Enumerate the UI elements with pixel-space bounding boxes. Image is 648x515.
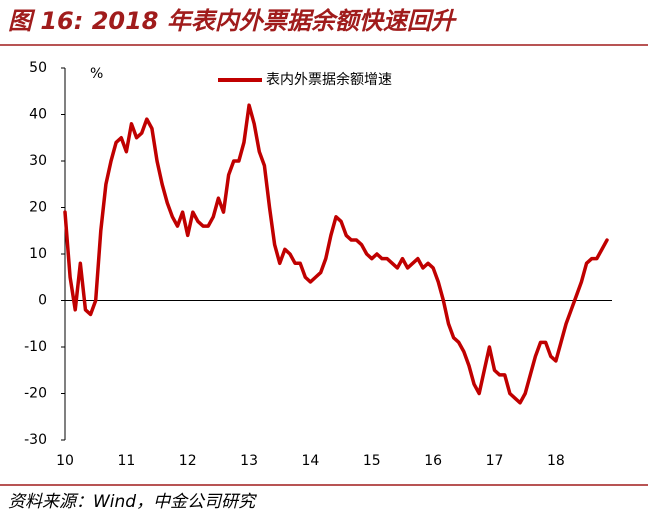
x-tick-label: 14 bbox=[302, 453, 320, 469]
y-tick-label: 40 bbox=[29, 107, 47, 123]
y-tick-label: 50 bbox=[29, 60, 47, 76]
x-tick-label: 10 bbox=[56, 453, 74, 469]
y-unit: % bbox=[90, 66, 103, 82]
x-tick-label: 13 bbox=[240, 453, 258, 469]
source: 资料来源：Wind，中金公司研究 bbox=[8, 492, 257, 512]
x-tick-label: 15 bbox=[363, 453, 381, 469]
x-tick-label: 17 bbox=[486, 453, 504, 469]
x-tick-label: 11 bbox=[117, 453, 135, 469]
x-tick-label: 18 bbox=[547, 453, 565, 469]
y-tick-label: 10 bbox=[29, 246, 47, 262]
y-tick-label: 0 bbox=[38, 293, 47, 309]
y-tick-label: -30 bbox=[24, 432, 47, 448]
y-tick-label: -20 bbox=[24, 386, 47, 402]
x-tick-label: 16 bbox=[424, 453, 442, 469]
y-tick-label: -10 bbox=[24, 339, 47, 355]
chart-title: 图 16: 2018 年表内外票据余额快速回升 bbox=[8, 7, 458, 35]
y-tick-label: 20 bbox=[29, 200, 47, 216]
x-tick-label: 12 bbox=[179, 453, 197, 469]
y-tick-label: 30 bbox=[29, 153, 47, 169]
series-line bbox=[63, 103, 609, 405]
legend-label: 表内外票据余额增速 bbox=[266, 71, 392, 88]
